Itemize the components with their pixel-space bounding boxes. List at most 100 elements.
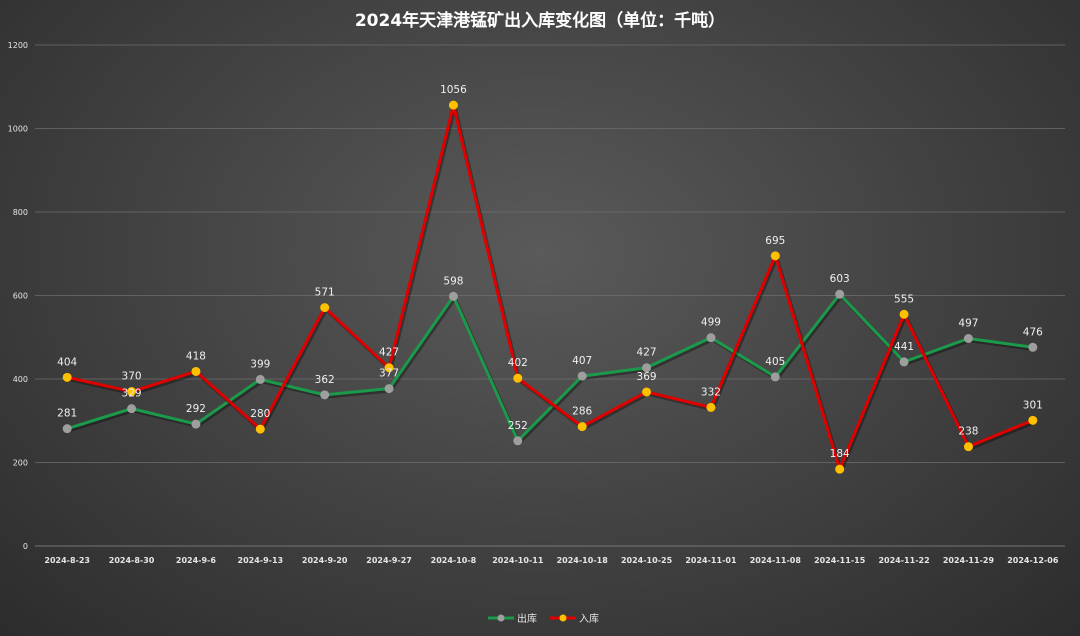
data-label: 286 — [572, 406, 592, 418]
data-point — [770, 372, 780, 382]
y-tick-label: 400 — [13, 375, 28, 384]
data-label: 441 — [894, 341, 914, 353]
data-point — [899, 357, 909, 367]
data-label: 329 — [122, 388, 142, 400]
x-tick-label: 2024-10-25 — [621, 556, 673, 565]
data-point — [127, 404, 137, 414]
x-tick-label: 2024-9-6 — [176, 556, 216, 565]
legend-marker — [497, 614, 505, 622]
x-tick-label: 2024-11-08 — [750, 556, 802, 565]
data-labels: 281 329 292 399 362 377 598 252 407 427 499 405 603 4… — [57, 84, 1043, 460]
data-label: 362 — [315, 374, 335, 386]
y-tick-label: 1200 — [8, 41, 28, 50]
y-axis-ticks: 0 200 400 600 800 1000 1200 — [8, 41, 28, 551]
data-point — [448, 291, 458, 301]
data-label: 332 — [701, 386, 721, 398]
data-point — [706, 333, 716, 343]
data-point — [899, 309, 909, 319]
data-point — [320, 390, 330, 400]
data-point — [963, 334, 973, 344]
data-label: 301 — [1023, 399, 1043, 411]
data-point — [448, 100, 458, 110]
gridlines — [35, 44, 1065, 547]
y-tick-label: 800 — [13, 208, 28, 217]
data-point — [62, 424, 72, 434]
data-point — [770, 251, 780, 261]
data-label: 377 — [379, 368, 399, 380]
data-label: 407 — [572, 355, 592, 367]
series-line-outbound — [66, 292, 1034, 443]
data-point — [642, 387, 652, 397]
data-label: 499 — [701, 317, 721, 329]
x-tick-label: 2024-9-27 — [366, 556, 412, 565]
x-tick-label: 2024-12-06 — [1007, 556, 1059, 565]
data-label: 405 — [765, 356, 785, 368]
data-label: 555 — [894, 293, 914, 305]
data-point — [642, 363, 652, 373]
data-point — [513, 373, 523, 383]
data-label: 399 — [250, 358, 270, 370]
data-label: 281 — [57, 408, 77, 420]
data-point — [835, 464, 845, 474]
data-point — [191, 366, 201, 376]
x-tick-label: 2024-8-23 — [44, 556, 90, 565]
data-label: 292 — [186, 403, 206, 415]
data-point — [706, 402, 716, 412]
x-tick-label: 2024-11-29 — [943, 556, 995, 565]
legend-label: 出库 — [517, 612, 537, 625]
data-point — [384, 384, 394, 394]
data-point — [255, 424, 265, 434]
data-label: 184 — [830, 448, 850, 460]
data-point — [255, 374, 265, 384]
x-axis-ticks: 2024-8-23 2024-8-30 2024-9-6 2024-9-13 2024-… — [44, 556, 1058, 565]
data-label: 280 — [250, 408, 270, 420]
series-markers — [62, 100, 1038, 474]
data-point — [577, 371, 587, 381]
legend-marker — [559, 614, 567, 622]
data-label: 571 — [315, 287, 335, 299]
data-label: 252 — [508, 420, 528, 432]
x-tick-label: 2024-11-22 — [878, 556, 929, 565]
y-tick-label: 200 — [13, 459, 28, 468]
data-label: 476 — [1023, 326, 1043, 338]
data-label: 404 — [57, 356, 77, 368]
series-shadow — [68, 294, 1035, 445]
x-tick-label: 2024-10-11 — [492, 556, 544, 565]
legend-label: 入库 — [579, 612, 599, 625]
y-tick-label: 600 — [13, 292, 28, 301]
x-tick-label: 2024-11-15 — [814, 556, 866, 565]
data-label: 369 — [637, 371, 657, 383]
series-lines — [66, 103, 1035, 473]
data-point — [62, 372, 72, 382]
data-point — [577, 422, 587, 432]
data-label: 497 — [958, 318, 978, 330]
data-point — [320, 303, 330, 313]
data-point — [384, 363, 394, 373]
x-tick-label: 2024-11-01 — [685, 556, 737, 565]
data-point — [191, 419, 201, 429]
data-label: 1056 — [440, 84, 467, 96]
y-tick-label: 1000 — [8, 125, 28, 134]
data-point — [1028, 415, 1038, 425]
data-point — [835, 289, 845, 299]
data-point — [963, 442, 973, 452]
data-label: 695 — [765, 235, 785, 247]
x-tick-label: 2024-9-20 — [302, 556, 348, 565]
data-label: 603 — [830, 273, 850, 285]
x-tick-label: 2024-8-30 — [109, 556, 155, 565]
data-label: 427 — [637, 347, 657, 359]
y-tick-label: 0 — [23, 542, 28, 551]
legend: 出库 入库 — [488, 612, 599, 625]
x-tick-label: 2024-9-13 — [238, 556, 284, 565]
data-point — [1028, 342, 1038, 352]
x-tick-label: 2024-10-8 — [431, 556, 477, 565]
x-tick-label: 2024-10-18 — [557, 556, 609, 565]
data-label: 402 — [508, 357, 528, 369]
data-label: 598 — [443, 275, 463, 287]
data-label: 418 — [186, 350, 206, 362]
data-point — [127, 387, 137, 397]
data-point — [513, 436, 523, 446]
data-label: 370 — [122, 371, 142, 383]
